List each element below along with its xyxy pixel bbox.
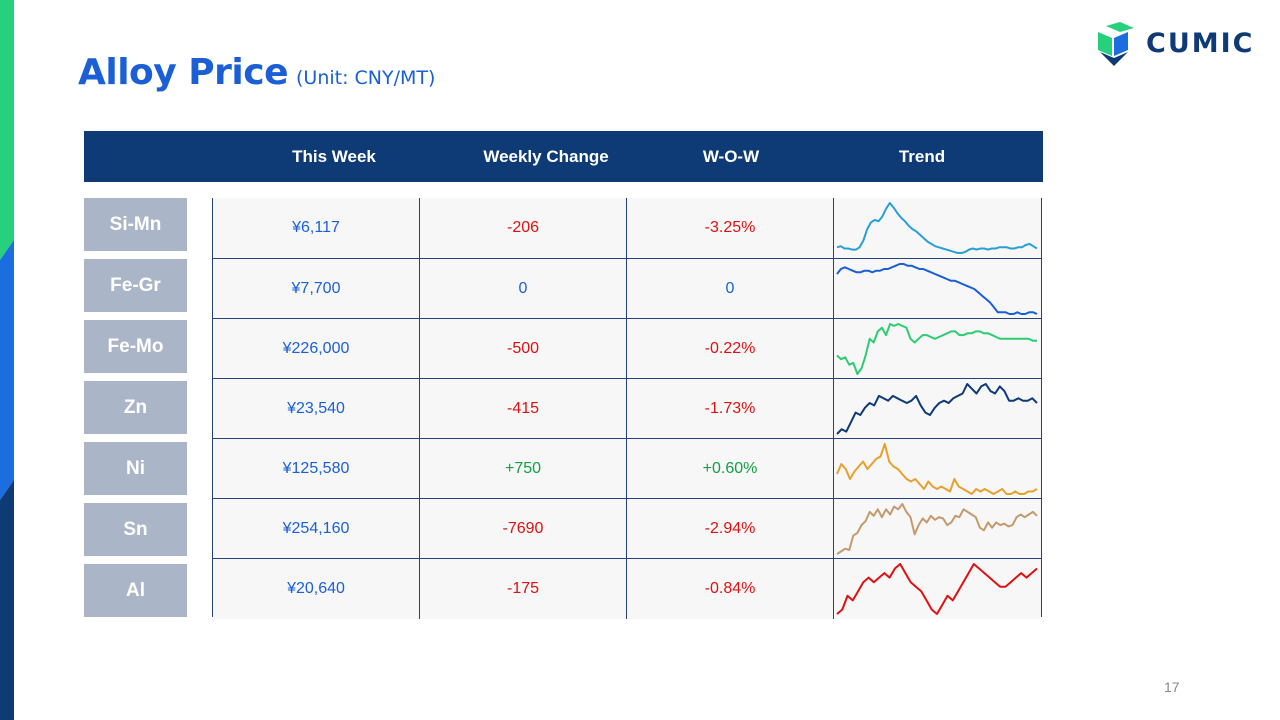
trend-cell xyxy=(834,499,1041,559)
trend-line xyxy=(836,383,1038,435)
trend-sparkline xyxy=(836,563,1038,615)
weekly-change-value: -7690 xyxy=(420,499,627,559)
table-row: ¥6,117 -206 -3.25% xyxy=(213,198,1042,258)
row-label: Sn xyxy=(84,503,187,556)
trend-cell xyxy=(834,559,1041,619)
wow-value: -2.94% xyxy=(627,499,834,559)
this-week-value: ¥6,117 xyxy=(213,198,420,258)
trend-cell xyxy=(834,259,1041,319)
this-week-value: ¥7,700 xyxy=(213,259,420,319)
trend-cell xyxy=(834,319,1041,379)
wow-value: -3.25% xyxy=(627,198,834,258)
row-label: Al xyxy=(84,564,187,617)
trend-sparkline xyxy=(836,443,1038,495)
this-week-value: ¥125,580 xyxy=(213,439,420,499)
this-week-value: ¥23,540 xyxy=(213,379,420,439)
table-row: ¥7,700 0 0 xyxy=(213,258,1042,319)
logo-text: CUMIC xyxy=(1146,28,1255,59)
wow-value: +0.60% xyxy=(627,439,834,499)
unit-label: (Unit: CNY/MT) xyxy=(296,67,436,89)
trend-line xyxy=(836,202,1038,254)
weekly-change-value: +750 xyxy=(420,439,627,499)
trend-cell xyxy=(834,439,1041,499)
price-table: ¥6,117 -206 -3.25% ¥7,700 0 0 ¥226,000 -500 -0.2… xyxy=(212,198,1042,619)
trend-line xyxy=(836,563,1038,615)
table-row: ¥20,640 -175 -0.84% xyxy=(213,558,1042,619)
page-title: Alloy Price xyxy=(78,52,289,93)
weekly-change-value: -500 xyxy=(420,319,627,379)
row-label: Zn xyxy=(84,381,187,434)
row-label: Fe-Gr xyxy=(84,259,187,312)
trend-sparkline xyxy=(836,323,1037,375)
weekly-change-value: 0 xyxy=(420,259,627,319)
wow-value: -0.22% xyxy=(627,319,834,379)
page-number: 17 xyxy=(1164,679,1180,695)
row-label: Ni xyxy=(84,442,187,495)
row-label: Si-Mn xyxy=(84,198,187,251)
header-weekly-change: Weekly Change xyxy=(483,147,609,166)
trend-line xyxy=(836,323,1037,375)
weekly-change-value: -206 xyxy=(420,198,627,258)
side-decoration xyxy=(0,0,14,720)
trend-cell xyxy=(834,198,1041,258)
trend-line xyxy=(836,503,1038,555)
row-label: Fe-Mo xyxy=(84,320,187,373)
weekly-change-value: -415 xyxy=(420,379,627,439)
weekly-change-value: -175 xyxy=(420,559,627,619)
table-row: ¥254,160 -7690 -2.94% xyxy=(213,498,1042,559)
wow-value: -1.73% xyxy=(627,379,834,439)
trend-sparkline xyxy=(836,263,1038,315)
table-header: This Week Weekly Change W-O-W Trend xyxy=(84,131,1043,182)
trend-line xyxy=(836,263,1038,315)
wow-value: 0 xyxy=(627,259,834,319)
header-wow: W-O-W xyxy=(702,147,760,166)
this-week-value: ¥254,160 xyxy=(213,499,420,559)
table-row: ¥23,540 -415 -1.73% xyxy=(213,378,1042,439)
table-row: ¥125,580 +750 +0.60% xyxy=(213,438,1042,499)
trend-sparkline xyxy=(836,383,1038,435)
header-this-week: This Week xyxy=(292,147,376,166)
this-week-value: ¥226,000 xyxy=(213,319,420,379)
this-week-value: ¥20,640 xyxy=(213,559,420,619)
trend-sparkline xyxy=(836,202,1038,254)
wow-value: -0.84% xyxy=(627,559,834,619)
table-row: ¥226,000 -500 -0.22% xyxy=(213,318,1042,379)
cumic-logo-icon xyxy=(1098,22,1134,66)
header-trend: Trend xyxy=(898,147,946,166)
trend-sparkline xyxy=(836,503,1038,555)
trend-cell xyxy=(834,379,1041,439)
trend-line xyxy=(836,443,1038,495)
